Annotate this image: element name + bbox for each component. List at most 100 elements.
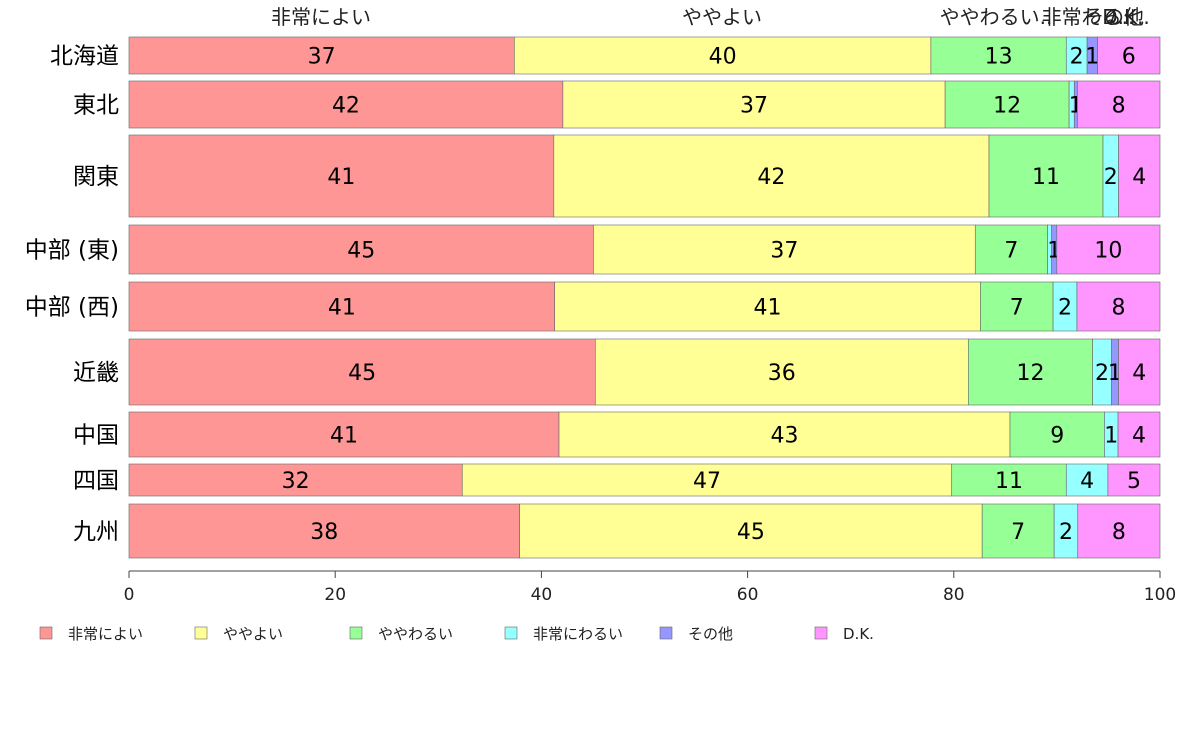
bar-segment-1-0 <box>128 80 564 129</box>
region-label-5: 近畿 <box>73 360 119 386</box>
value-label-4-2: 7 <box>1010 296 1024 321</box>
x-tick-label-2: 40 <box>531 585 553 605</box>
bar-segment-5-1 <box>594 338 969 406</box>
value-label-1-1: 37 <box>740 94 768 119</box>
bar-segment-2-0 <box>128 134 555 218</box>
legend-label-4: その他 <box>688 625 733 643</box>
value-label-7-0: 32 <box>282 469 310 494</box>
bar-segment-2-5 <box>1118 134 1161 218</box>
legend-label-2: ややわるい <box>378 625 453 643</box>
top-label-5: D.K.. <box>1102 5 1150 29</box>
bar-segment-4-1 <box>554 281 981 332</box>
region-label-1: 東北 <box>73 93 119 119</box>
bar-segment-6-1 <box>558 411 1011 458</box>
bar-segment-3-1 <box>593 224 976 275</box>
region-label-7: 四国 <box>73 468 119 494</box>
value-label-4-0: 41 <box>328 296 356 321</box>
bar-segment-8-2 <box>981 503 1055 559</box>
x-axis: 0 20 40 60 80 100 <box>124 570 1176 605</box>
top-label-3: 非常わる.. <box>1042 5 1135 29</box>
value-label-7-1: 47 <box>693 469 721 494</box>
value-label-7-5: 5 <box>1127 469 1141 494</box>
bar-segment-1-1 <box>562 80 946 129</box>
top-label-4: その他 <box>1084 5 1144 29</box>
legend-label-1: ややよい <box>223 625 283 643</box>
bar-segment-4-0 <box>128 281 555 332</box>
legend-swatch-3 <box>504 626 518 640</box>
value-label-2-3: 2 <box>1104 165 1118 190</box>
bar-segment-7-5 <box>1107 463 1161 497</box>
value-label-7-3: 4 <box>1080 469 1094 494</box>
value-label-5-5: 4 <box>1132 361 1146 386</box>
value-label-2-5: 4 <box>1132 165 1146 190</box>
value-label-2-0: 41 <box>327 165 355 190</box>
value-label-8-1: 45 <box>737 520 765 545</box>
value-label-6-5: 4 <box>1132 424 1146 449</box>
value-label-8-5: 8 <box>1112 520 1126 545</box>
region-label-8: 九州 <box>73 519 119 545</box>
value-label-0-1: 40 <box>709 45 737 70</box>
region-label-3: 中部 (東) <box>25 238 119 264</box>
legend-label-0: 非常によい <box>68 625 143 643</box>
bar-segment-1-5 <box>1077 80 1161 129</box>
bar-segment-2-2 <box>988 134 1104 218</box>
bar-segment-2-1 <box>553 134 990 218</box>
bar-segment-1-2 <box>944 80 1070 129</box>
value-label-2-2: 11 <box>1032 165 1060 190</box>
bar-segment-7-0 <box>128 463 463 497</box>
bar-segment-6-5 <box>1117 411 1161 458</box>
value-label-8-2: 7 <box>1011 520 1025 545</box>
bar-segment-8-1 <box>519 503 983 559</box>
value-label-3-1: 37 <box>770 239 798 264</box>
legend-swatch-1 <box>194 626 208 640</box>
bar-segment-8-0 <box>128 503 520 559</box>
value-label-1-2: 12 <box>993 94 1021 119</box>
value-label-3-5: 10 <box>1094 239 1122 264</box>
value-label-7-2: 11 <box>995 469 1023 494</box>
bar-segment-0-0 <box>128 36 515 75</box>
value-label-8-3: 2 <box>1059 520 1073 545</box>
bar-segment-5-5 <box>1118 338 1161 406</box>
bar-segment-3-2 <box>974 224 1048 275</box>
value-label-1-0: 42 <box>332 94 360 119</box>
bar-segment-7-1 <box>461 463 953 497</box>
region-label-6: 中国 <box>73 423 119 449</box>
value-label-8-0: 38 <box>310 520 338 545</box>
value-label-6-3: 1 <box>1104 424 1118 449</box>
x-tick-label-0: 0 <box>124 585 135 605</box>
value-label-6-1: 43 <box>771 424 799 449</box>
x-tick-label-5: 100 <box>1144 585 1176 605</box>
bar-segment-7-2 <box>951 463 1067 497</box>
value-label-5-1: 36 <box>768 361 796 386</box>
x-tick-label-3: 60 <box>737 585 759 605</box>
value-label-3-0: 45 <box>347 239 375 264</box>
legend-swatch-2 <box>349 626 363 640</box>
bar-segment-7-3 <box>1065 463 1109 497</box>
top-label-0: 非常によい <box>271 5 371 29</box>
x-tick-label-1: 20 <box>324 585 346 605</box>
bar-segment-3-5 <box>1056 224 1161 275</box>
legend-label-5: D.K. <box>843 625 874 643</box>
bar-segment-5-2 <box>968 338 1093 406</box>
region-label-2: 関東 <box>73 164 119 190</box>
value-label-0-5: 6 <box>1122 45 1136 70</box>
value-label-5-0: 45 <box>348 361 376 386</box>
legend-swatch-4 <box>659 626 673 640</box>
bar-segment-4-5 <box>1076 281 1161 332</box>
legend: 非常によい ややよい ややわるい 非常にわるい その他 D.K. <box>39 625 874 643</box>
region-label-0: 北海道 <box>50 44 119 70</box>
value-label-4-3: 2 <box>1058 296 1072 321</box>
value-label-0-3: 2 <box>1070 45 1084 70</box>
legend-swatch-5 <box>814 626 828 640</box>
value-label-6-2: 9 <box>1050 424 1064 449</box>
bar-segment-0-5 <box>1097 36 1161 75</box>
bar-segment-6-2 <box>1009 411 1105 458</box>
value-label-0-0: 37 <box>308 45 336 70</box>
x-tick-label-4: 80 <box>943 585 965 605</box>
bar-segment-8-5 <box>1077 503 1161 559</box>
bar-segment-4-2 <box>980 281 1054 332</box>
